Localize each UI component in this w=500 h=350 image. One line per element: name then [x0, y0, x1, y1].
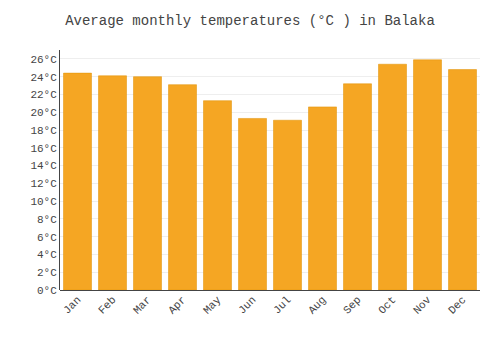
svg-text:26°C: 26°C [30, 54, 57, 66]
svg-text:Dec: Dec [446, 294, 468, 316]
svg-text:18°C: 18°C [30, 125, 57, 137]
svg-text:16°C: 16°C [30, 143, 57, 155]
svg-text:Oct: Oct [376, 294, 398, 316]
svg-text:Average monthly temperatures (: Average monthly temperatures (°C ) in Ba… [65, 13, 435, 29]
svg-text:Mar: Mar [131, 294, 153, 316]
svg-text:12°C: 12°C [30, 178, 57, 190]
svg-text:6°C: 6°C [37, 232, 57, 244]
svg-text:22°C: 22°C [30, 89, 57, 101]
svg-text:24°C: 24°C [30, 72, 57, 84]
svg-text:May: May [201, 294, 224, 317]
svg-text:Jul: Jul [271, 294, 293, 316]
svg-text:Nov: Nov [411, 294, 434, 317]
svg-text:Apr: Apr [166, 294, 188, 316]
svg-text:14°C: 14°C [30, 160, 57, 172]
svg-text:Jun: Jun [236, 294, 258, 316]
svg-text:20°C: 20°C [30, 107, 57, 119]
svg-text:Sep: Sep [341, 294, 363, 316]
svg-text:10°C: 10°C [30, 196, 57, 208]
svg-text:8°C: 8°C [37, 214, 57, 226]
svg-text:4°C: 4°C [37, 249, 57, 261]
svg-text:Feb: Feb [96, 294, 118, 316]
svg-text:0°C: 0°C [37, 285, 57, 297]
svg-text:2°C: 2°C [37, 267, 57, 279]
svg-text:Aug: Aug [306, 294, 328, 316]
svg-text:Jan: Jan [61, 294, 83, 316]
